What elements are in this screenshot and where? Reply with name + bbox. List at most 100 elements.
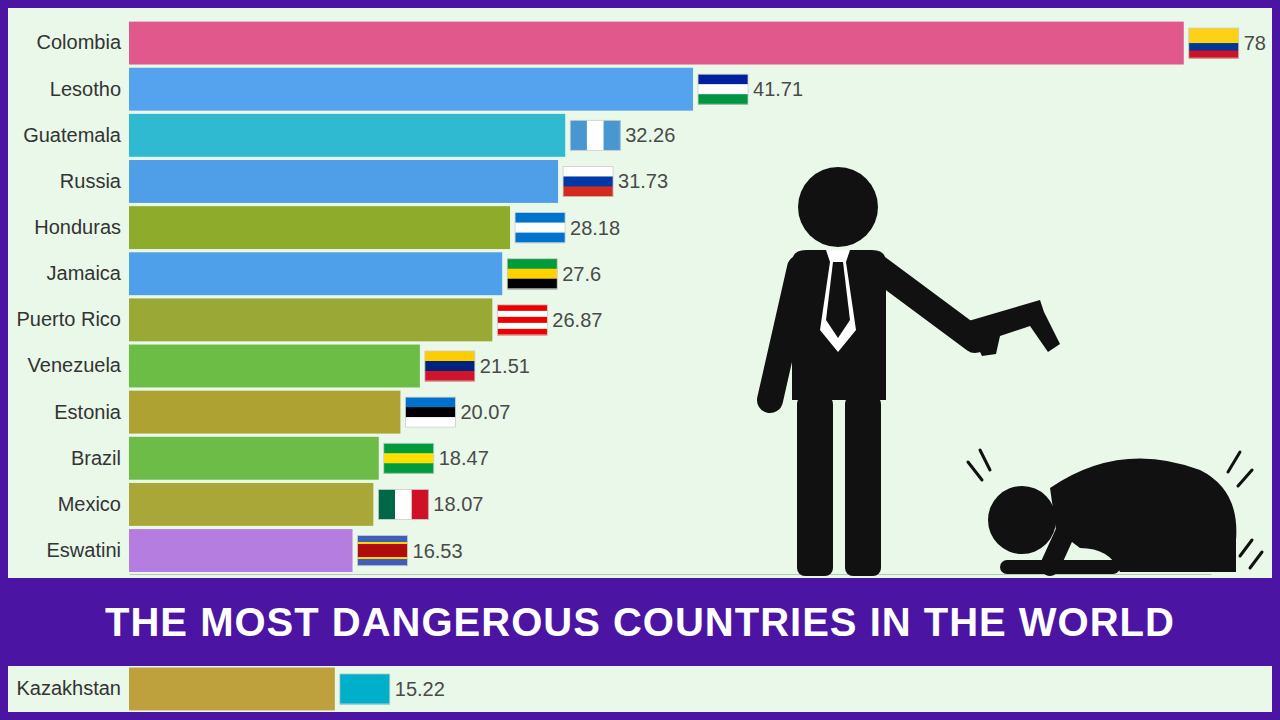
flag-stripe <box>405 417 455 428</box>
flag-border <box>698 74 748 104</box>
figure-leg <box>797 396 833 576</box>
value-label: 18.47 <box>439 447 489 469</box>
bar <box>129 391 400 434</box>
y-tick: Mexico <box>58 493 129 515</box>
y-tick: Colombia <box>37 31 129 53</box>
tremble-mark <box>1238 470 1252 486</box>
flag-stripe <box>384 453 434 464</box>
bar <box>129 22 1184 65</box>
y-tick: Jamaica <box>47 262 129 284</box>
chart-svg: Colombia Lesotho Guatemala Russia Honduras Ja… <box>0 0 1280 720</box>
bar <box>129 114 565 157</box>
flag <box>698 74 748 105</box>
flag-stripe <box>570 120 587 150</box>
value-label: 78 <box>1244 32 1266 54</box>
flag-stripe <box>507 269 557 280</box>
illustration <box>770 167 1262 576</box>
flag-border <box>1189 28 1239 58</box>
bar <box>129 68 693 111</box>
flag-stripe <box>358 536 408 543</box>
category-label: Estonia <box>54 401 122 423</box>
category-label: Puerto Rico <box>17 308 122 330</box>
category-label: Jamaica <box>47 262 122 284</box>
flag-border <box>563 166 613 196</box>
flag <box>563 166 613 197</box>
title-banner <box>0 578 1280 666</box>
y-tick: Eswatini <box>47 539 129 561</box>
flag-stripe <box>497 311 547 318</box>
flag-stripe <box>405 397 455 408</box>
flag <box>425 351 475 382</box>
bar <box>129 483 373 526</box>
value-label: 18.07 <box>433 493 483 515</box>
value-label: 27.6 <box>562 263 601 285</box>
flag-stripe <box>507 259 557 270</box>
flag-border <box>425 351 475 381</box>
flag <box>358 536 408 567</box>
flag-stripe <box>698 74 748 85</box>
value-label: 26.87 <box>552 309 602 331</box>
bar <box>129 160 558 203</box>
kneeling-arm <box>1050 500 1080 566</box>
flag-stripe <box>497 323 547 330</box>
tremble-mark <box>968 462 982 480</box>
flag-stripe <box>378 489 395 519</box>
flag-stripe <box>1189 43 1239 51</box>
y-tick: Puerto Rico <box>17 308 130 330</box>
flag-stripe <box>425 361 475 372</box>
flag-stripe <box>412 489 429 519</box>
kneeling-head <box>988 486 1056 554</box>
category-label: Guatemala <box>23 124 122 146</box>
flag-stripe <box>507 279 557 290</box>
bar <box>129 345 420 388</box>
y-tick: Honduras <box>34 216 129 238</box>
flag <box>405 397 455 428</box>
flag-stripe <box>405 407 455 418</box>
flag-border <box>384 443 434 473</box>
bar <box>129 437 379 480</box>
flag <box>384 443 434 474</box>
flag <box>1189 28 1239 59</box>
flag <box>570 120 621 150</box>
flag <box>340 674 390 705</box>
flag-stripe <box>563 166 613 177</box>
category-label: Colombia <box>37 31 122 53</box>
y-tick: Brazil <box>71 447 129 469</box>
chart-root: Colombia Lesotho Guatemala Russia Honduras Ja… <box>0 0 1280 720</box>
value-label: 41.71 <box>753 78 803 100</box>
value-label: 28.18 <box>570 217 620 239</box>
figure-shirt <box>820 250 856 352</box>
flag-border <box>570 120 620 150</box>
bar <box>129 252 502 295</box>
flag <box>507 259 557 290</box>
frame <box>4 4 1276 716</box>
category-label: Kazakhstan <box>16 677 121 699</box>
flag-stripe <box>1189 28 1239 44</box>
flag-stripe <box>425 351 475 362</box>
category-label: Lesotho <box>50 78 121 100</box>
y-tick: Russia <box>60 170 129 192</box>
flag-stripe <box>497 305 547 312</box>
bar <box>129 206 510 249</box>
flag-border <box>497 305 547 335</box>
y-tick: Guatemala <box>23 124 129 146</box>
value-label: 32.26 <box>625 124 675 146</box>
figure-arm <box>770 268 800 400</box>
figure-leg <box>845 396 881 576</box>
value-label: 16.53 <box>413 540 463 562</box>
figure-arm <box>878 268 975 340</box>
category-label: Russia <box>60 170 122 192</box>
background <box>0 0 1280 720</box>
y-tick: Lesotho <box>50 78 129 100</box>
flag-stripe <box>563 176 613 187</box>
bar <box>129 298 492 341</box>
category-label: Brazil <box>71 447 121 469</box>
flag-stripe <box>497 317 547 324</box>
flag-stripe <box>340 674 390 705</box>
flag-stripe <box>358 544 408 558</box>
flag-stripe <box>698 84 748 95</box>
tremble-mark <box>1250 552 1262 568</box>
tremble-mark <box>980 450 990 470</box>
flag-stripe <box>497 329 547 336</box>
flag-stripe <box>587 120 604 150</box>
